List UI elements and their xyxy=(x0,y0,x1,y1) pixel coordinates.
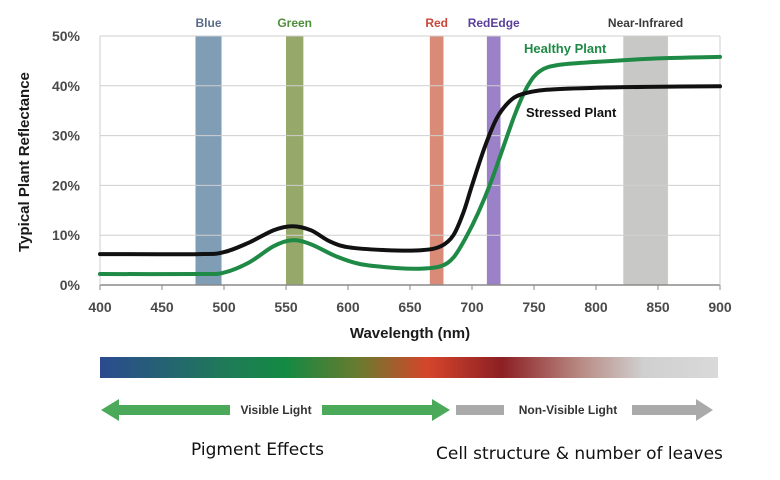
x-tick-label: 450 xyxy=(150,299,174,315)
band-rededge xyxy=(486,36,501,285)
spectrum-bar xyxy=(100,357,718,378)
x-tick-label: 550 xyxy=(274,299,298,315)
y-tick-label: 10% xyxy=(52,227,81,243)
gridlines xyxy=(99,35,721,286)
band-label-red: Red xyxy=(425,16,448,30)
x-tick-label: 600 xyxy=(336,299,360,315)
x-tick-label: 800 xyxy=(584,299,608,315)
band-near-infrared xyxy=(623,36,668,285)
healthy-plant-label: Healthy Plant xyxy=(524,41,607,56)
band-label-green: Green xyxy=(277,16,312,30)
x-axis-title: Wavelength (nm) xyxy=(350,325,470,342)
y-tick-label: 20% xyxy=(52,177,81,193)
visible-light-arrow: Visible Light xyxy=(101,399,450,421)
y-tick-label: 40% xyxy=(52,78,81,94)
non-visible-light-label: Non-Visible Light xyxy=(519,403,617,417)
band-green xyxy=(286,36,304,285)
y-tick-label: 30% xyxy=(52,128,81,144)
y-tick-label: 50% xyxy=(52,28,81,44)
x-tick-label: 700 xyxy=(460,299,484,315)
non-visible-light-arrow: Non-Visible Light xyxy=(456,399,713,421)
y-axis-title: Typical Plant Reflectance xyxy=(16,72,33,252)
band-label-near-infrared: Near-Infrared xyxy=(608,16,683,30)
series-line-stressed-plant xyxy=(98,84,722,257)
stressed-plant-label: Stressed Plant xyxy=(526,105,617,120)
y-tick-label: 0% xyxy=(60,277,81,293)
band-label-blue: Blue xyxy=(195,16,221,30)
visible-light-label: Visible Light xyxy=(240,403,311,417)
x-tick-label: 900 xyxy=(708,299,732,315)
axis-ticks: 0% 10% 20% 30% 40% 50% 400 450 500 550 600 650 700 75… xyxy=(52,28,732,315)
x-tick-label: 750 xyxy=(522,299,546,315)
band-labels: Blue Green Red RedEdge Near-Infrared xyxy=(195,16,683,30)
band-red xyxy=(429,36,444,285)
series-line-healthy-plant xyxy=(98,54,722,277)
spectral-bands xyxy=(195,36,668,285)
band-label-rededge: RedEdge xyxy=(468,16,520,30)
x-tick-label: 500 xyxy=(212,299,236,315)
pigment-effects-caption: Pigment Effects xyxy=(191,440,325,460)
x-tick-label: 850 xyxy=(646,299,670,315)
x-tick-label: 400 xyxy=(88,299,112,315)
cell-structure-caption: Cell structure & number of leaves xyxy=(436,444,723,464)
series-lines xyxy=(98,54,722,277)
x-tick-label: 650 xyxy=(398,299,422,315)
band-blue xyxy=(195,36,222,285)
